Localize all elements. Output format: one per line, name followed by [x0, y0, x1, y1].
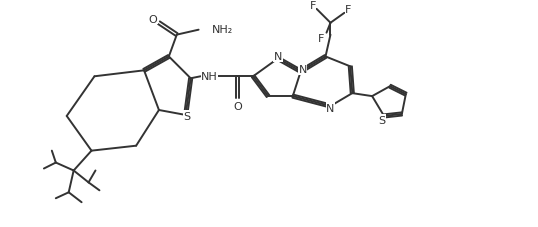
Text: F: F [309, 1, 316, 11]
Text: S: S [378, 115, 386, 125]
Text: S: S [183, 111, 190, 121]
Text: NH: NH [201, 72, 218, 82]
Text: F: F [345, 5, 351, 15]
Text: NH₂: NH₂ [211, 25, 233, 35]
Text: O: O [233, 101, 242, 111]
Text: O: O [148, 15, 157, 25]
Text: N: N [274, 52, 282, 62]
Text: N: N [326, 104, 335, 114]
Text: N: N [299, 65, 307, 75]
Text: F: F [318, 33, 325, 43]
